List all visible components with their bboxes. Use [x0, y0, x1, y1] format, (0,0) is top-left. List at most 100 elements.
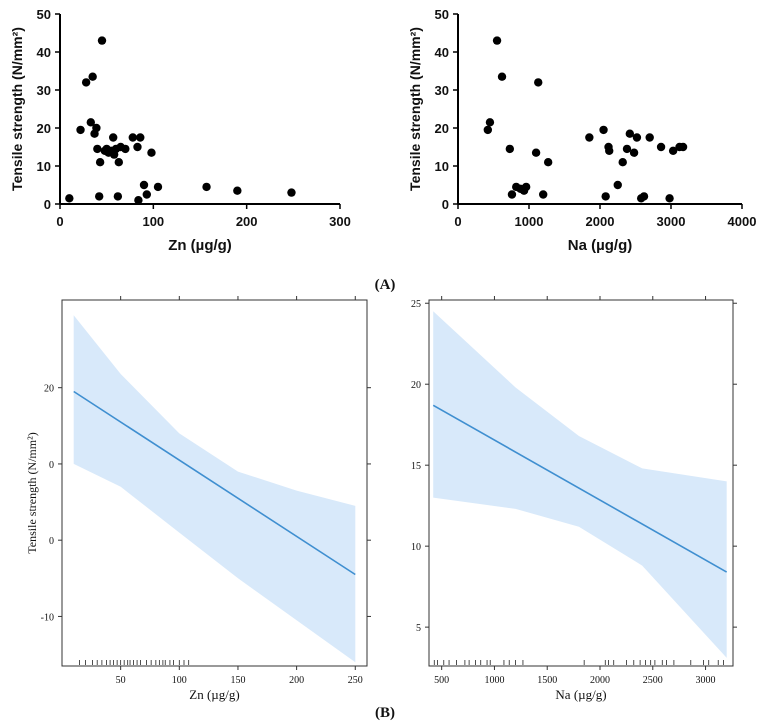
y-tick-label: 20: [44, 384, 54, 395]
fit-line: [432, 404, 728, 573]
data-point: [65, 194, 74, 203]
y-tick-label: -10: [41, 612, 54, 623]
x-tick-label: 200: [289, 675, 304, 686]
y-tick-label: 0: [49, 536, 54, 547]
x-tick-label: 300: [329, 214, 351, 229]
data-point: [287, 188, 296, 197]
data-point: [128, 133, 137, 142]
data-point: [134, 196, 143, 205]
y-tick-label: 40: [37, 45, 51, 60]
data-point: [497, 72, 507, 81]
x-tick-label: 500: [434, 675, 449, 686]
data-point: [113, 192, 123, 201]
panel-label-a: (A): [375, 277, 396, 293]
scatter-na-panel: 0 1000 2000 3000 4000 0 10 20 30 40 50 Na (µg/g) Ten…: [407, 7, 756, 254]
data-point: [95, 192, 104, 201]
data-point: [678, 142, 688, 152]
confidence-band: [433, 311, 727, 658]
fit-line: [73, 390, 356, 576]
data-point: [92, 123, 101, 133]
y-tick-label: 5: [416, 623, 421, 634]
y-tick-label: 30: [37, 83, 51, 98]
data-point: [539, 190, 548, 199]
y-tick-label: 50: [37, 7, 51, 22]
data-point: [656, 142, 666, 152]
y-tick-label: 10: [37, 159, 51, 174]
data-point: [202, 182, 211, 192]
y-tick-label: 25: [411, 299, 421, 310]
data-point: [639, 192, 649, 201]
y-tick-label: 20: [411, 380, 421, 391]
data-point: [95, 158, 105, 167]
data-point: [507, 190, 517, 199]
data-point: [97, 36, 107, 45]
data-point: [622, 144, 632, 154]
plot-frame: [61, 299, 368, 667]
data-point: [605, 146, 614, 155]
y-axis-label: Tensile strength (N/mm²): [407, 27, 423, 191]
y-tick-label: 20: [435, 121, 449, 136]
data-point: [109, 133, 118, 142]
data-point: [632, 133, 642, 142]
data-point: [114, 158, 124, 167]
y-tick-label: 0: [442, 197, 449, 212]
x-tick-label: 1000: [484, 675, 504, 686]
panel-label-b: (B): [375, 705, 395, 721]
data-point: [665, 194, 674, 203]
y-tick-label: 50: [435, 7, 449, 22]
data-point: [531, 148, 541, 157]
y-axis-label: Tensile strength (N/mm²): [25, 432, 39, 553]
x-tick-label: 3000: [657, 214, 686, 229]
x-axis-label: Na (µg/g): [555, 687, 606, 702]
data-point: [233, 186, 242, 195]
x-tick-label: 2000: [586, 214, 615, 229]
data-point: [625, 129, 635, 138]
x-tick-label: 250: [348, 675, 363, 686]
data-point: [139, 180, 149, 190]
data-point: [668, 146, 678, 155]
data-point: [483, 125, 493, 135]
data-point: [629, 148, 639, 157]
x-tick-label: 0: [454, 214, 461, 229]
x-tick-label: 3000: [696, 675, 716, 686]
y-tick-label: 10: [435, 159, 449, 174]
data-point: [601, 192, 610, 201]
y-tick-label: 15: [411, 461, 421, 472]
x-tick-label: 50: [116, 675, 126, 686]
scatter-zn-panel: 0 100 200 300 0 10 20 30 40 50 Zn (µg/g) Tensile st…: [9, 7, 351, 254]
x-tick-label: 100: [172, 675, 187, 686]
y-axis-label: Tensile strength (N/mm²): [9, 27, 25, 191]
data-point: [86, 118, 96, 127]
data-point: [613, 180, 622, 190]
regression-zn-panel: 50 100 150 200 250 -10 0 0 20 Zn (µg/g) Tensile st…: [25, 296, 371, 702]
x-axis-label: Na (µg/g): [568, 237, 632, 254]
y-tick-label: 40: [435, 45, 449, 60]
y-tick-label: 0: [49, 460, 54, 471]
data-point: [618, 158, 627, 167]
data-point: [543, 158, 553, 167]
data-point: [133, 142, 142, 152]
x-axis-label: Zn (µg/g): [168, 237, 232, 254]
data-point: [599, 125, 608, 135]
x-tick-label: 1500: [537, 675, 557, 686]
y-tick-label: 10: [411, 542, 421, 553]
y-tick-label: 0: [44, 197, 51, 212]
data-point: [147, 148, 156, 157]
plot-frame: [428, 299, 734, 667]
data-point: [76, 125, 85, 135]
data-point: [153, 182, 163, 192]
data-point: [645, 133, 654, 142]
data-point: [492, 36, 502, 45]
x-axis-label: Zn (µg/g): [189, 687, 239, 702]
x-tick-label: 150: [230, 675, 245, 686]
confidence-band: [73, 315, 356, 663]
data-point: [121, 144, 130, 154]
data-point: [521, 182, 531, 192]
x-tick-label: 1000: [515, 214, 544, 229]
data-point: [585, 133, 594, 142]
x-tick-label: 2500: [643, 675, 663, 686]
data-point: [485, 118, 495, 127]
data-point: [93, 144, 102, 154]
data-point: [534, 78, 543, 87]
